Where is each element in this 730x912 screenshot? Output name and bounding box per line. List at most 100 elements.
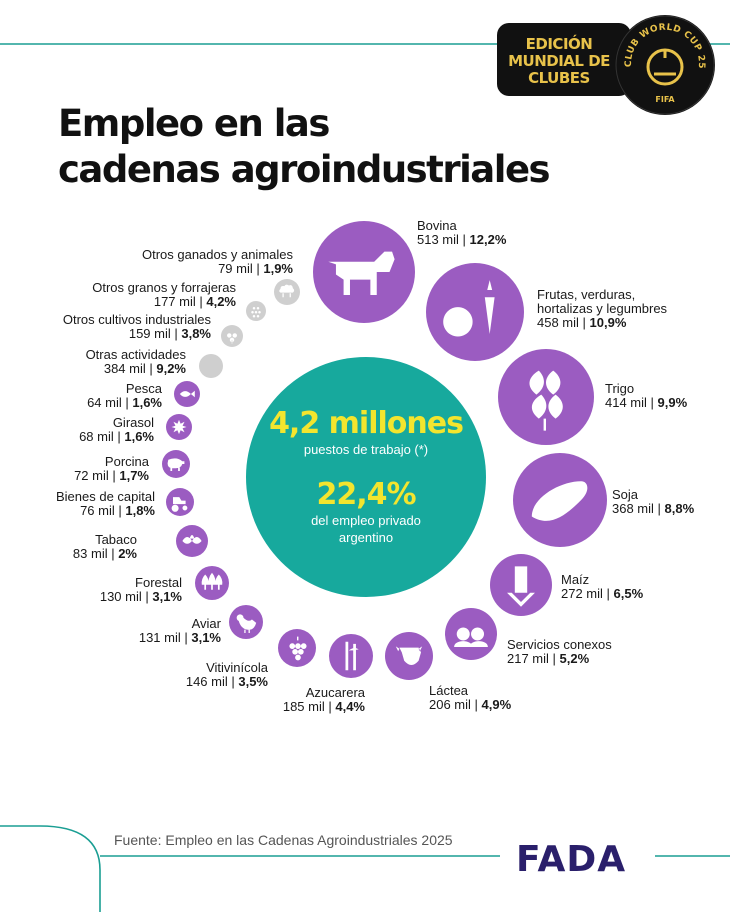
chain-name: Azucarera xyxy=(305,685,365,700)
chain-label: Azucarera 185 mil | 4,4% xyxy=(283,686,365,714)
share-value: 10,9% xyxy=(589,315,627,330)
jobs-value: 131 mil | xyxy=(138,630,192,645)
tractor-icon xyxy=(171,497,188,512)
fada-logo-text: FADA xyxy=(516,839,626,878)
pig-icon xyxy=(167,458,185,471)
chain-name: Trigo xyxy=(605,381,635,396)
chain-label: Frutas, verduras, hortalizas y legumbres 4… xyxy=(537,288,667,330)
chain-name: Forestal xyxy=(135,575,182,590)
fada-logo: FADA xyxy=(516,839,626,878)
page-title: Empleo en las cadenas agroindustriales xyxy=(58,101,551,193)
people-icon xyxy=(454,627,488,647)
share-value: 3,5% xyxy=(238,674,268,689)
chain-name: Servicios conexos xyxy=(507,637,612,652)
bubble-18 xyxy=(221,325,243,347)
bubble-14 xyxy=(162,450,190,478)
chain-name: hortalizas y legumbres xyxy=(537,301,668,316)
chain-name: Pesca xyxy=(125,381,162,396)
bubble-circle xyxy=(199,354,223,378)
jobs-value: 368 mil | xyxy=(612,501,665,516)
chain-value: 206 mil | 4,9% xyxy=(429,697,511,712)
jobs-value: 458 mil | xyxy=(537,315,590,330)
chain-label: Otros ganados y animales 79 mil | 1,9% xyxy=(142,248,293,276)
chain-value: 159 mil | 3,8% xyxy=(129,326,211,341)
bubble-circle xyxy=(445,608,497,660)
wheat-icon xyxy=(529,370,563,431)
fish-icon xyxy=(179,390,195,398)
chain-value: 72 mil | 1,7% xyxy=(74,468,149,483)
chain-name: Láctea xyxy=(429,683,469,698)
bubble-11 xyxy=(195,566,229,600)
jobs-value: 217 mil | xyxy=(507,651,560,666)
chain-label: Soja 368 mil | 8,8% xyxy=(612,488,694,516)
jobs-value: 83 mil | xyxy=(72,546,119,561)
chain-value: 185 mil | 4,4% xyxy=(283,699,365,714)
share-value: 1,9% xyxy=(263,261,293,276)
total-jobs-caption: puestos de trabajo (*) xyxy=(303,442,429,457)
chain-value: 64 mil | 1,6% xyxy=(87,395,162,410)
jobs-value: 272 mil | xyxy=(561,586,614,601)
chain-label: Otras actividades 384 mil | 9,2% xyxy=(86,348,186,376)
grapes-icon xyxy=(289,636,307,661)
bubble-12 xyxy=(176,525,208,557)
share-value: 4,2% xyxy=(206,294,236,309)
bubble-circle xyxy=(426,263,524,361)
share-value: 5,2% xyxy=(559,651,590,666)
jobs-value: 146 mil | xyxy=(185,674,239,689)
jobs-value: 68 mil | xyxy=(79,429,125,444)
share-value: 1,7% xyxy=(119,468,149,483)
chain-name: Otras actividades xyxy=(85,347,186,362)
edition-badge-text: EDICIÓN MUNDIAL DE CLUBES xyxy=(497,36,621,87)
chain-name: Otros cultivos industriales xyxy=(62,312,211,327)
center-circle xyxy=(246,357,486,597)
bubble-2 xyxy=(426,263,524,361)
bubble-3 xyxy=(498,349,594,445)
badge-line: MUNDIAL DE xyxy=(508,52,610,70)
badge-line: EDICIÓN xyxy=(525,35,593,53)
jobs-value: 72 mil | xyxy=(74,468,120,483)
dairy-cow-icon xyxy=(395,646,423,665)
edition-badge xyxy=(497,23,631,96)
share-value: 9,2% xyxy=(156,361,186,376)
bubble-16 xyxy=(174,381,200,407)
chain-label: Láctea 206 mil | 4,9% xyxy=(429,684,511,712)
badge-line: CLUBES xyxy=(528,69,590,87)
chain-label: Porcina 72 mil | 1,7% xyxy=(74,455,149,483)
chain-value: 83 mil | 2% xyxy=(73,546,137,561)
chain-value: 76 mil | 1,8% xyxy=(80,503,155,518)
share-value: 9,9% xyxy=(657,395,688,410)
bubble-8 xyxy=(329,634,373,678)
bubble-10 xyxy=(229,605,263,639)
bubble-1 xyxy=(313,221,415,323)
share-value: 1,8% xyxy=(125,503,155,518)
chain-label: Otros cultivos industriales 159 mil | 3,8… xyxy=(63,313,211,341)
seal-bottom-text: FIFA xyxy=(655,95,675,104)
bubble-4 xyxy=(513,453,607,547)
jobs-value: 414 mil | xyxy=(605,395,658,410)
chain-name: Otros granos y forrajeras xyxy=(92,280,236,295)
sheep-icon xyxy=(279,284,295,298)
corn-icon xyxy=(507,566,535,607)
chain-name: Girasol xyxy=(112,415,154,430)
chain-name: Aviar xyxy=(191,616,221,631)
share-caption-line: del empleo privado xyxy=(311,513,421,528)
source-note: Fuente: Empleo en las Cadenas Agroindust… xyxy=(114,832,453,848)
chain-value: 513 mil | 12,2% xyxy=(417,232,506,247)
chain-value: 79 mil | 1,9% xyxy=(218,261,293,276)
chain-name: Porcina xyxy=(104,454,149,469)
chain-label: Girasol 68 mil | 1,6% xyxy=(79,416,154,444)
trees-icon xyxy=(201,572,223,590)
jobs-value: 76 mil | xyxy=(80,503,126,518)
bubble-circle xyxy=(329,634,373,678)
chain-name: Soja xyxy=(612,487,639,502)
chain-name: Frutas, verduras, xyxy=(537,287,636,302)
bubble-17 xyxy=(199,354,223,378)
bubble-13 xyxy=(166,488,194,516)
grain-icon xyxy=(251,307,261,318)
jobs-value: 206 mil | xyxy=(429,697,482,712)
bubble-7 xyxy=(385,632,433,680)
total-jobs: 4,2 millones xyxy=(269,406,464,441)
chain-value: 368 mil | 8,8% xyxy=(612,501,694,516)
jobs-value: 384 mil | xyxy=(103,361,157,376)
